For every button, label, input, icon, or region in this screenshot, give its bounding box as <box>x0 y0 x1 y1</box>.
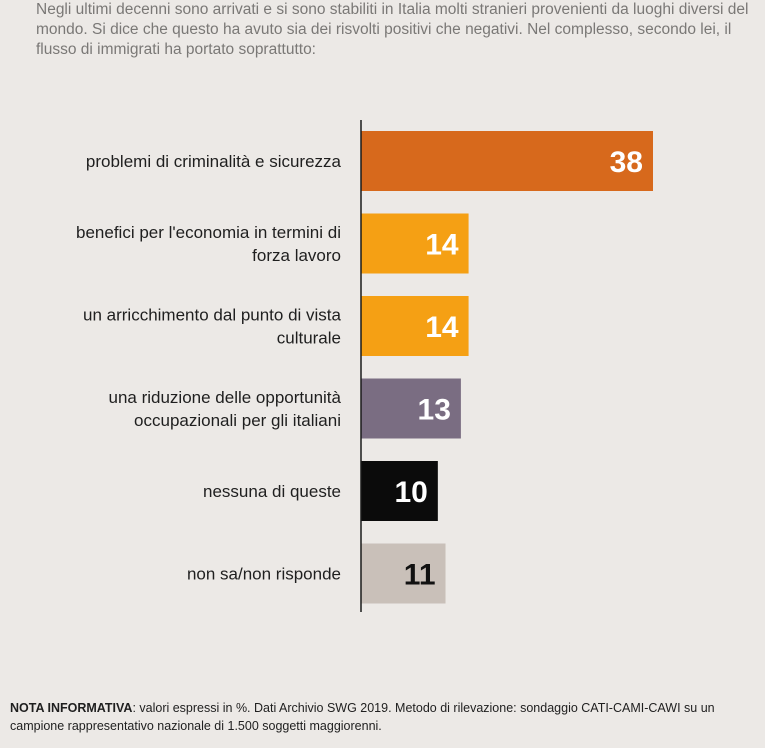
bar-1 <box>361 131 653 191</box>
bars-layer: 38 problemi di criminalità e sicurezza 14 b… <box>76 131 653 604</box>
category-label-5: nessuna di queste <box>203 482 341 501</box>
methodology-note: NOTA INFORMATIVA: valori espressi in %. … <box>10 699 762 735</box>
category-label-4: una riduzione delle opportunità occupazio… <box>108 388 341 430</box>
note-text: : valori espressi in %. Dati Archivio SW… <box>10 701 715 733</box>
bar-chart: 38 problemi di criminalità e sicurezza 14 b… <box>76 120 653 612</box>
bar-6 <box>361 543 446 604</box>
value-label-1: 38 <box>610 146 643 179</box>
value-label-2: 14 <box>425 229 459 262</box>
value-label-4: 13 <box>418 394 451 427</box>
value-label-3: 14 <box>425 311 459 344</box>
bar-2 <box>361 213 469 274</box>
category-label-1: problemi di criminalità e sicurezza <box>86 152 342 171</box>
value-label-5: 10 <box>394 476 427 509</box>
bar-4 <box>361 378 461 439</box>
category-label-2: benefici per l'economia in termini di for… <box>76 223 341 265</box>
note-label: NOTA INFORMATIVA <box>10 701 133 715</box>
value-label-6: 11 <box>404 559 436 592</box>
category-label-6: non sa/non risponde <box>187 565 341 584</box>
bar-3 <box>361 296 469 356</box>
question-text: Negli ultimi decenni sono arrivati e si … <box>36 1 749 58</box>
bar-5 <box>361 461 438 521</box>
category-label-3: un arricchimento dal punto di vista cultu… <box>83 306 342 348</box>
